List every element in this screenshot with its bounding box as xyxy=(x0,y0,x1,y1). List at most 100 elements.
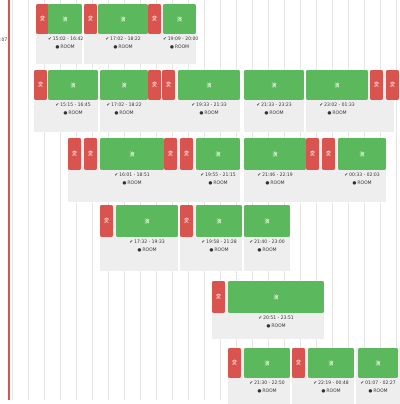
performance-bar[interactable]: 演 xyxy=(244,348,290,378)
performance-bar[interactable]: 演 xyxy=(244,138,306,170)
user-icon: ● xyxy=(199,111,204,116)
change-tag[interactable]: 変 xyxy=(322,138,335,170)
performance-bar[interactable]: 演 xyxy=(244,205,290,237)
change-tag[interactable]: 変 xyxy=(148,70,161,100)
time-range: ✔00:33 - 02:03 xyxy=(338,172,386,179)
change-tag[interactable]: 変 xyxy=(100,205,113,237)
change-tag[interactable]: 変 xyxy=(68,138,81,170)
time-range-text: 01:07 - 02:27 xyxy=(365,381,396,386)
room-label: ●ROOM xyxy=(338,180,386,187)
schedule-row: :07 変演 ✔15:02 - 16:42 ●ROOM 変演 ✔17:02 - 18:22… xyxy=(0,4,400,64)
user-icon: ● xyxy=(122,181,127,186)
performance-bar[interactable]: 演 xyxy=(196,205,242,237)
check-icon: ✔ xyxy=(360,381,365,386)
time-range-text: 19:33 - 21:33 xyxy=(196,103,227,108)
performance-bar[interactable]: 演 xyxy=(98,4,148,34)
room-label: ●ROOM xyxy=(98,44,148,51)
check-icon: ✔ xyxy=(48,37,52,42)
change-tag[interactable]: 変 xyxy=(84,4,97,34)
grid-line xyxy=(396,0,397,400)
room-label: ●ROOM xyxy=(228,323,324,330)
performance-bar[interactable]: 演 xyxy=(306,70,368,100)
performance-bar[interactable]: 演 xyxy=(308,348,354,378)
schedule-row: 変演 ✔15:15 - 16:45 ●ROOM 演 ✔17:02 - 18:22 ●ROO… xyxy=(0,70,400,132)
check-icon: ✔ xyxy=(163,37,167,42)
performance-bar[interactable]: 演 xyxy=(100,70,148,100)
change-tag[interactable]: 変 xyxy=(180,138,193,170)
time-range-text: 16:01 - 18:51 xyxy=(119,173,150,178)
change-tag[interactable]: 変 xyxy=(212,281,225,313)
room-label: ●ROOM xyxy=(244,180,306,187)
room-label: ●ROOM xyxy=(244,247,290,254)
performance-bar[interactable]: 演 xyxy=(48,4,82,34)
room-label: ●ROOM xyxy=(306,110,368,117)
change-tag[interactable]: 変 xyxy=(386,70,399,100)
change-tag[interactable]: 変 xyxy=(36,4,49,34)
performance-bar[interactable]: 演 xyxy=(116,205,178,237)
room-label: ●ROOM xyxy=(308,388,354,395)
time-range-text: 22:19 - 00:48 xyxy=(318,381,349,386)
change-tag[interactable]: 変 xyxy=(370,70,383,100)
room-text: ROOM xyxy=(214,248,229,253)
performance-bar[interactable]: 演 xyxy=(338,138,386,170)
user-icon: ● xyxy=(264,111,269,116)
room-text: ROOM xyxy=(204,111,219,116)
time-range-text: 17:02 - 18:22 xyxy=(110,37,141,42)
room-text: ROOM xyxy=(262,389,277,394)
performance-bar[interactable]: 演 xyxy=(244,70,304,100)
user-icon: ● xyxy=(327,111,332,116)
time-range: ✔19:58 - 21:28 xyxy=(196,239,242,246)
check-icon: ✔ xyxy=(258,316,263,321)
room-label: ●ROOM xyxy=(48,44,82,51)
check-icon: ✔ xyxy=(319,103,324,108)
change-tag[interactable]: 変 xyxy=(164,138,177,170)
time-range-text: 17:02 - 18:22 xyxy=(111,103,142,108)
time-range: ✔21:40 - 23:00 xyxy=(244,239,290,246)
room-text: ROOM xyxy=(262,248,277,253)
user-icon: ● xyxy=(321,389,326,394)
check-icon: ✔ xyxy=(249,240,254,245)
performance-bar[interactable]: 演 xyxy=(228,281,324,313)
time-range-text: 00:33 - 02:03 xyxy=(349,173,380,178)
time-range-text: 19:58 - 21:28 xyxy=(206,240,237,245)
change-tag[interactable]: 変 xyxy=(162,70,175,100)
room-text: ROOM xyxy=(142,248,157,253)
change-tag[interactable]: 変 xyxy=(180,205,193,237)
room-text: ROOM xyxy=(332,111,347,116)
user-icon: ● xyxy=(266,324,271,329)
change-tag[interactable]: 変 xyxy=(84,138,97,170)
change-tag[interactable]: 変 xyxy=(148,4,161,34)
room-text: ROOM xyxy=(271,324,286,329)
grid-line xyxy=(12,0,13,400)
performance-bar[interactable]: 演 xyxy=(196,138,240,170)
user-icon: ● xyxy=(257,389,262,394)
performance-bar[interactable]: 演 xyxy=(48,70,98,100)
room-text: ROOM xyxy=(270,181,285,186)
time-range-text: 21:33 - 23:23 xyxy=(261,103,292,108)
change-tag[interactable]: 変 xyxy=(292,348,305,378)
change-tag[interactable]: 変 xyxy=(306,138,319,170)
schedule-row: 変演 ✔21:30 - 22:50 ●ROOM 変演 ✔22:19 - 00:48 ●RO… xyxy=(0,348,400,404)
change-tag[interactable]: 変 xyxy=(228,348,241,378)
time-range: ✔19:33 - 21:33 xyxy=(178,102,240,109)
time-range: ✔19:09 - 20:00 xyxy=(163,36,198,43)
performance-bar[interactable]: 演 xyxy=(100,138,164,170)
grid-line xyxy=(28,0,29,400)
time-range: ✔21:30 - 22:50 xyxy=(244,380,290,387)
performance-bar[interactable]: 演 xyxy=(163,4,196,34)
check-icon: ✔ xyxy=(313,381,318,386)
user-icon: ● xyxy=(209,248,214,253)
change-tag[interactable]: 変 xyxy=(34,70,47,100)
performance-bar[interactable]: 演 xyxy=(178,70,240,100)
performance-bar[interactable]: 演 xyxy=(358,348,398,378)
time-range: ✔21:33 - 23:23 xyxy=(244,102,304,109)
time-range: ✔23:02 - 01:33 xyxy=(306,102,368,109)
room-label: ●ROOM xyxy=(100,180,164,187)
time-range: ✔15:02 - 16:42 xyxy=(48,36,83,43)
room-label: ●ROOM xyxy=(178,110,240,117)
time-range: ✔16:01 - 18:51 xyxy=(100,172,164,179)
user-icon: ● xyxy=(368,389,373,394)
time-range: ✔17:02 - 18:22 xyxy=(100,102,148,109)
user-icon: ● xyxy=(265,181,270,186)
room-label: ●ROOM xyxy=(244,388,290,395)
